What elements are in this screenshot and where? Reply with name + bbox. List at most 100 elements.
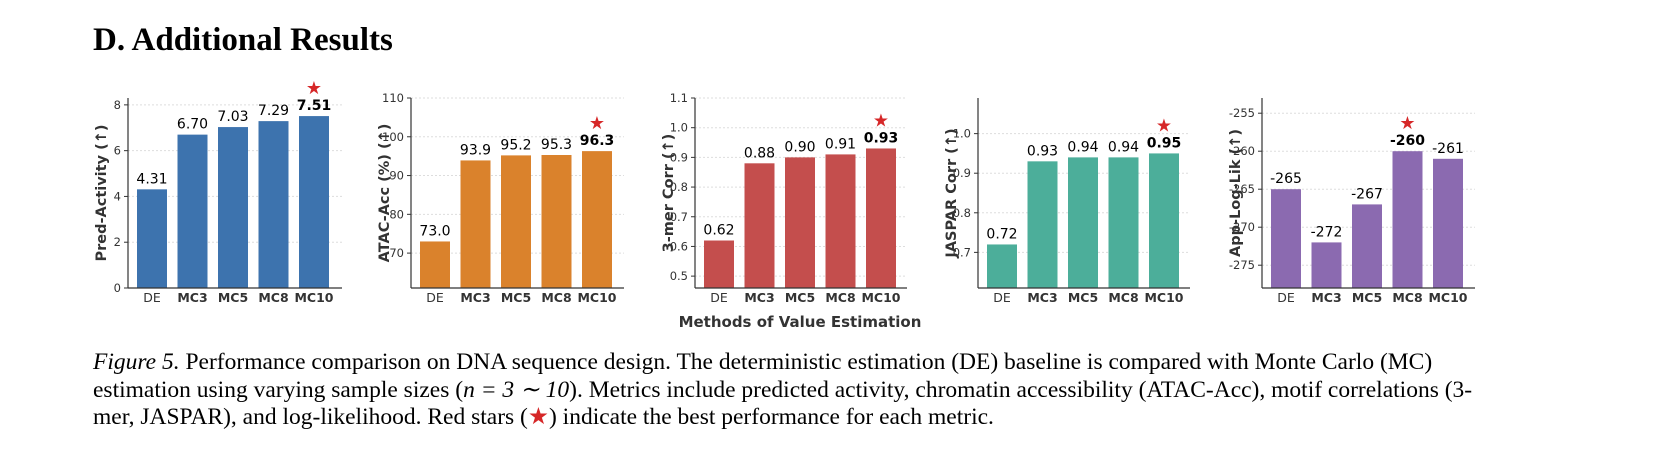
- value-label: 0.90: [784, 139, 815, 155]
- chart-panel-4: 0.7 0.8 0.9 1.0 0.72 DE 0.93 MC3 0.94 MC5 0.94 MC8 0…: [944, 98, 1190, 305]
- value-label: 6.70: [177, 117, 208, 133]
- chart-panel-2: 70 80 90 100 110 73.0 DE 93.9 MC3 95.2 MC5 95.3 MC8 9…: [377, 91, 624, 305]
- chart-panel-3: 0.5 0.6 0.7 0.8 0.9 1.0 1.1 0.62 DE 0.88 MC3 0.90 MC…: [661, 91, 907, 305]
- y-tick-label: 0.6: [670, 239, 688, 253]
- x-tick-label: DE: [710, 290, 728, 305]
- y-tick-label: 8: [114, 98, 121, 112]
- value-label: -260: [1390, 133, 1425, 149]
- x-tick-label: MC3: [460, 290, 490, 305]
- x-tick-label: MC10: [1144, 290, 1183, 305]
- x-tick-label: MC5: [501, 290, 531, 305]
- y-axis-label: Pred-Activity (↑): [94, 125, 110, 262]
- y-tick-label: 0.8: [953, 206, 971, 220]
- bar-mc3: [460, 160, 491, 288]
- x-tick-label: MC8: [541, 290, 571, 305]
- figure-caption: Figure 5. Performance comparison on DNA …: [93, 349, 1493, 432]
- y-tick-label: 90: [389, 169, 404, 183]
- best-star-icon: ★: [1156, 115, 1172, 136]
- value-label: 0.72: [986, 226, 1017, 242]
- x-tick-label: MC3: [1311, 290, 1341, 305]
- value-label: 0.62: [703, 223, 734, 239]
- x-tick-label: MC10: [1428, 290, 1467, 305]
- y-tick-label: -265: [1229, 182, 1255, 196]
- x-tick-label: MC5: [218, 290, 248, 305]
- bar-mc3: [744, 163, 775, 288]
- x-tick-label: MC5: [1352, 290, 1382, 305]
- y-tick-label: -275: [1229, 258, 1255, 272]
- section-title: D. Additional Results: [93, 22, 393, 58]
- y-tick-label: 110: [382, 91, 404, 105]
- bar-de: [420, 241, 450, 288]
- caption-star-icon: ★: [527, 404, 549, 430]
- value-label: 7.29: [258, 103, 289, 119]
- bar-mc8: [825, 154, 856, 288]
- y-tick-label: 0: [114, 281, 121, 295]
- y-tick-label: 0.7: [670, 210, 688, 224]
- bar-mc10: [866, 148, 896, 288]
- bar-mc5: [1068, 157, 1098, 288]
- value-label: -272: [1311, 224, 1343, 240]
- bar-mc5: [1352, 204, 1382, 288]
- bar-mc10: [299, 116, 329, 288]
- y-tick-label: 100: [382, 130, 404, 144]
- x-tick-label: MC3: [744, 290, 774, 305]
- value-label: 0.88: [744, 145, 775, 161]
- y-tick-label: 0.9: [953, 166, 971, 180]
- y-tick-label: 0.9: [670, 150, 688, 164]
- x-tick-label: MC8: [1108, 290, 1138, 305]
- best-star-icon: ★: [873, 110, 889, 131]
- bar-de: [987, 244, 1017, 288]
- x-tick-label: MC10: [577, 290, 616, 305]
- y-tick-label: 4: [114, 189, 121, 203]
- x-tick-label: MC3: [177, 290, 207, 305]
- best-star-icon: ★: [306, 78, 322, 99]
- y-tick-label: -260: [1229, 144, 1255, 158]
- bar-mc10: [1433, 158, 1463, 288]
- y-axis-label: App-Log-Lik (↑): [1228, 129, 1244, 257]
- bar-mc10: [1149, 153, 1179, 288]
- value-label: 95.3: [541, 137, 572, 153]
- bar-de: [704, 240, 734, 288]
- y-axis-label: 3-mer Corr (↑): [661, 134, 677, 253]
- value-label: 0.95: [1147, 135, 1182, 151]
- bar-mc5: [785, 157, 815, 288]
- y-tick-label: 6: [114, 144, 121, 158]
- value-label: 0.91: [825, 136, 856, 152]
- y-axis-label: JASPAR Corr (↑): [944, 128, 960, 258]
- caption-text-1: Performance comparison on DNA sequence d…: [93, 349, 1433, 403]
- value-label: 0.94: [1108, 139, 1139, 155]
- y-tick-label: 0.7: [953, 245, 971, 259]
- best-star-icon: ★: [1399, 113, 1415, 134]
- x-tick-label: MC5: [1068, 290, 1098, 305]
- bar-mc3: [1027, 161, 1058, 288]
- shared-x-axis-label: Methods of Value Estimation: [678, 313, 922, 331]
- value-label: 0.93: [1027, 143, 1058, 159]
- bar-mc10: [582, 151, 612, 288]
- value-label: 7.03: [217, 109, 248, 125]
- bar-de: [137, 189, 167, 288]
- x-tick-label: DE: [1277, 290, 1295, 305]
- bar-mc8: [541, 155, 572, 288]
- x-tick-label: MC10: [294, 290, 333, 305]
- value-label: -265: [1270, 171, 1302, 187]
- bar-mc3: [1311, 242, 1342, 288]
- value-label: 73.0: [419, 223, 450, 239]
- bar-mc3: [177, 134, 208, 288]
- x-tick-label: MC5: [785, 290, 815, 305]
- bar-mc8: [258, 121, 289, 288]
- value-label: 95.2: [500, 137, 531, 153]
- chart-panel-5: -275 -270 -265 -260 -255 -265 DE -272 MC3 -267 MC5…: [1228, 98, 1475, 305]
- y-tick-label: 1.0: [670, 121, 688, 135]
- y-tick-label: -255: [1229, 106, 1255, 120]
- y-tick-label: 0.8: [670, 180, 688, 194]
- x-tick-label: DE: [426, 290, 444, 305]
- y-axis-label: ATAC-Acc (%) (↑): [377, 124, 393, 263]
- y-tick-label: 2: [114, 235, 121, 249]
- y-tick-label: 1.0: [953, 127, 971, 141]
- value-label: 4.31: [136, 171, 167, 187]
- y-tick-label: 80: [389, 207, 404, 221]
- value-label: -267: [1351, 186, 1383, 202]
- value-label: 96.3: [580, 133, 615, 149]
- x-tick-label: MC8: [1392, 290, 1422, 305]
- y-tick-label: 70: [389, 246, 404, 260]
